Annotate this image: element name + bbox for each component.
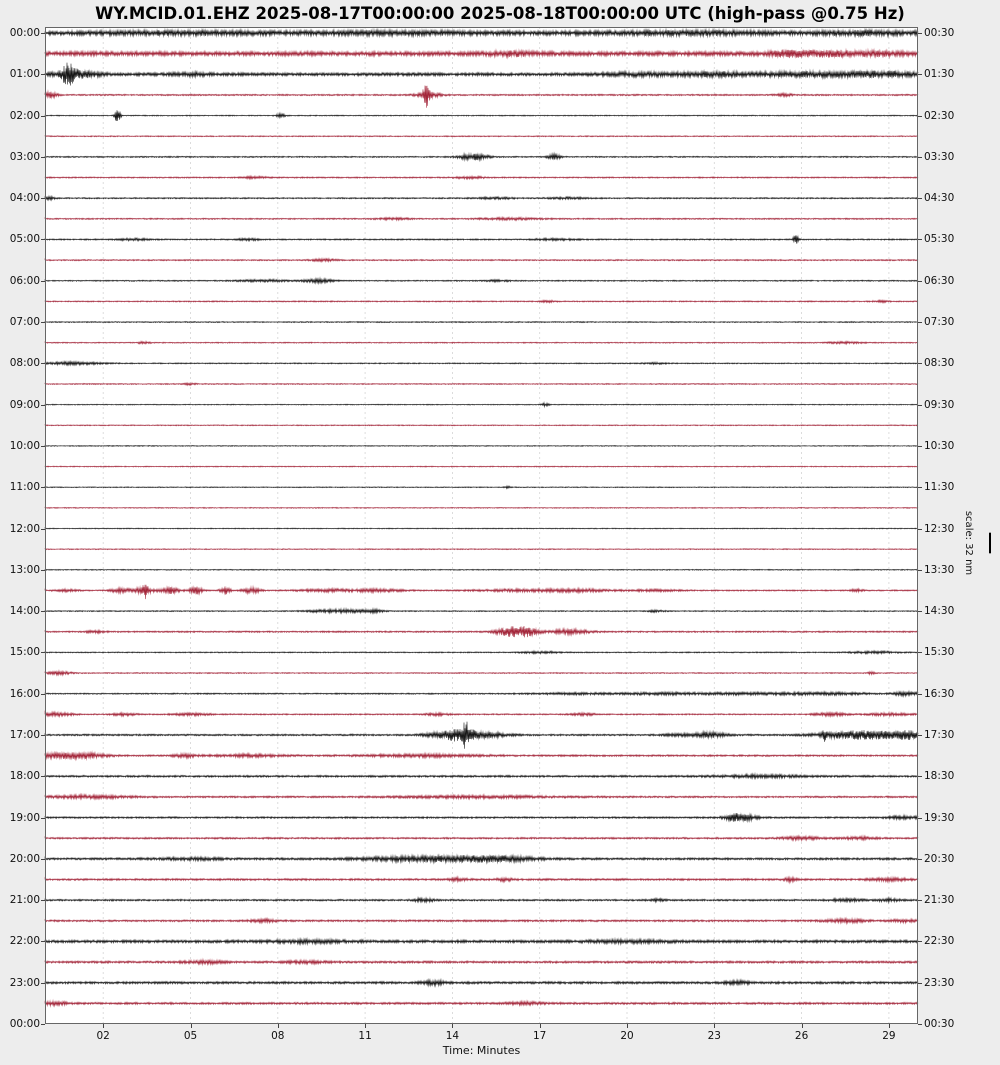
y-axis-label-left: 17:00 bbox=[9, 728, 40, 741]
y-axis-label-left: 10:00 bbox=[9, 439, 40, 452]
x-axis-tick-label: 20 bbox=[620, 1030, 634, 1042]
y-axis-label-right: 13:30 bbox=[924, 563, 955, 576]
y-axis-label-right: 22:30 bbox=[924, 935, 955, 948]
y-axis-label-left: 02:00 bbox=[9, 109, 40, 122]
y-axis-label-right: 03:30 bbox=[924, 150, 955, 163]
y-axis-label-right: 14:30 bbox=[924, 605, 955, 618]
x-axis-tick-label: 17 bbox=[533, 1030, 547, 1042]
y-axis-label-right: 08:30 bbox=[924, 357, 955, 370]
y-axis-label-left: 13:00 bbox=[9, 563, 40, 576]
y-axis-label-left: 05:00 bbox=[9, 233, 40, 246]
x-axis-title: Time: Minutes bbox=[442, 1044, 521, 1057]
y-axis-label-left: 08:00 bbox=[9, 357, 40, 370]
y-axis-label-right: 06:30 bbox=[924, 274, 955, 287]
y-axis-label-left: 20:00 bbox=[9, 852, 40, 865]
y-axis-label-left: 22:00 bbox=[9, 935, 40, 948]
x-axis-tick-label: 23 bbox=[707, 1030, 721, 1042]
y-axis-label-left: 00:00 bbox=[9, 27, 40, 39]
y-axis-label-left: 06:00 bbox=[9, 274, 40, 287]
y-axis-label-left: 00:00 bbox=[9, 1018, 40, 1030]
y-axis-label-left: 01:00 bbox=[9, 68, 40, 81]
y-axis-label-left: 03:00 bbox=[9, 150, 40, 163]
x-axis-tick-label: 29 bbox=[882, 1030, 896, 1042]
y-axis-label-right: 23:30 bbox=[924, 976, 955, 989]
x-axis-tick-label: 26 bbox=[794, 1030, 809, 1042]
y-axis-label-right: 10:30 bbox=[924, 439, 955, 452]
y-axis-label-right: 12:30 bbox=[924, 522, 955, 535]
y-axis-label-right: 01:30 bbox=[924, 68, 955, 81]
y-axis-label-left: 14:00 bbox=[9, 605, 40, 618]
y-axis-label-left: 07:00 bbox=[9, 316, 40, 329]
y-axis-label-left: 11:00 bbox=[9, 481, 40, 494]
y-axis-label-right: 04:30 bbox=[924, 192, 955, 205]
y-axis-label-right: 17:30 bbox=[924, 728, 955, 741]
y-axis-label-right: 15:30 bbox=[924, 646, 955, 659]
y-axis-label-right: 16:30 bbox=[924, 687, 955, 700]
y-axis-label-right: 02:30 bbox=[924, 109, 955, 122]
y-axis-label-left: 21:00 bbox=[9, 894, 40, 907]
y-axis-label-left: 12:00 bbox=[9, 522, 40, 535]
y-axis-label-right: 09:30 bbox=[924, 398, 955, 411]
y-axis-label-left: 23:00 bbox=[9, 976, 40, 989]
y-axis-label-right: 20:30 bbox=[924, 852, 955, 865]
y-axis-label-left: 16:00 bbox=[9, 687, 40, 700]
y-axis-label-right: 07:30 bbox=[924, 316, 955, 329]
x-axis-tick-label: 14 bbox=[445, 1030, 460, 1042]
y-axis-label-right: 05:30 bbox=[924, 233, 955, 246]
y-axis-label-left: 09:00 bbox=[9, 398, 40, 411]
y-axis-label-right: 00:30 bbox=[924, 1018, 955, 1030]
x-axis-tick-label: 08 bbox=[271, 1030, 285, 1042]
y-axis-label-right: 11:30 bbox=[924, 481, 955, 494]
y-axis-label-right: 18:30 bbox=[924, 770, 955, 783]
x-axis-tick-label: 05 bbox=[183, 1030, 198, 1042]
y-axis-label-left: 04:00 bbox=[9, 192, 40, 205]
x-axis-tick-label: 02 bbox=[96, 1030, 110, 1042]
y-axis-label-left: 18:00 bbox=[9, 770, 40, 783]
x-axis-tick-label: 11 bbox=[358, 1030, 372, 1042]
y-axis-label-left: 19:00 bbox=[9, 811, 40, 824]
y-axis-label-right: 19:30 bbox=[924, 811, 955, 824]
amplitude-scale-label: scale: 32 nm bbox=[963, 510, 974, 576]
y-axis-label-left: 15:00 bbox=[9, 646, 40, 659]
y-axis-label-right: 00:30 bbox=[924, 27, 955, 39]
y-axis-label-right: 21:30 bbox=[924, 894, 955, 907]
